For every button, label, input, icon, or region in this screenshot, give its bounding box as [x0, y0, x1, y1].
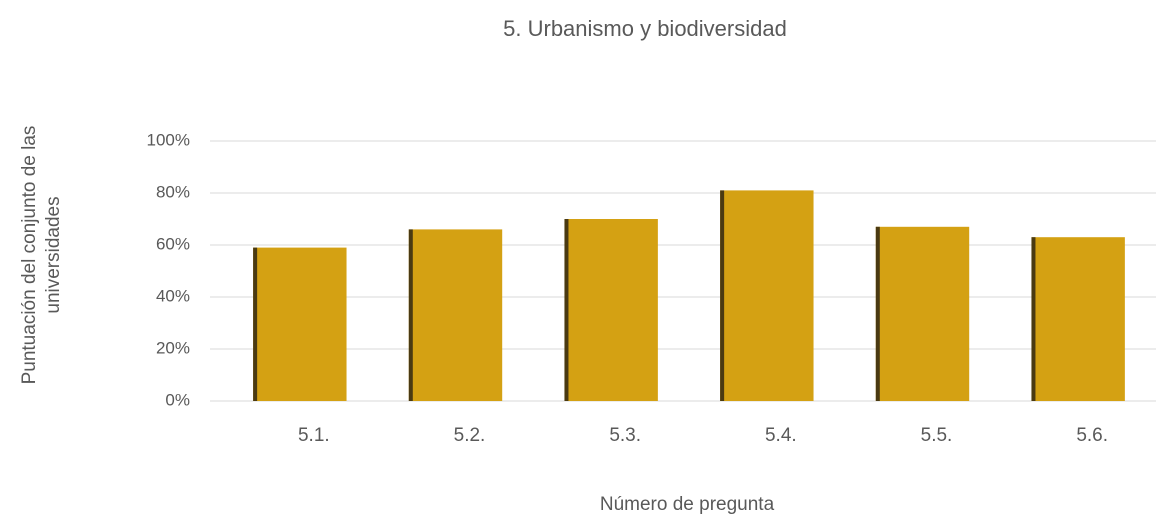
y-tick-label: 40%	[156, 286, 190, 305]
y-axis-title: Puntuación del conjunto de las universid…	[19, 125, 64, 385]
bar-edge	[253, 247, 258, 401]
bar-edge	[1031, 237, 1036, 401]
x-tick-label: 5.1.	[298, 425, 330, 446]
bar	[875, 226, 970, 401]
bar-edge	[875, 226, 880, 401]
bar	[1031, 237, 1125, 401]
x-tick-label: 5.6.	[1076, 425, 1108, 446]
y-tick-label: 60%	[156, 234, 190, 253]
x-tick-label: 5.2.	[454, 425, 486, 446]
bar-edge	[720, 190, 725, 401]
bar-edge	[408, 229, 413, 401]
y-tick-label: 100%	[147, 130, 190, 149]
y-tick-label: 80%	[156, 182, 190, 201]
bar	[253, 247, 347, 401]
bar	[564, 219, 658, 401]
x-axis-title: Número de pregunta	[600, 494, 775, 515]
bar	[408, 229, 503, 401]
y-tick-label: 0%	[165, 390, 190, 409]
bar-edge	[564, 219, 569, 401]
x-tick-label: 5.4.	[765, 425, 797, 446]
chart-title: 5. Urbanismo y biodiversidad	[503, 16, 787, 41]
x-tick-label: 5.5.	[921, 425, 953, 446]
bar	[720, 190, 814, 401]
y-tick-label: 20%	[156, 338, 190, 357]
x-tick-label: 5.3.	[609, 425, 641, 446]
